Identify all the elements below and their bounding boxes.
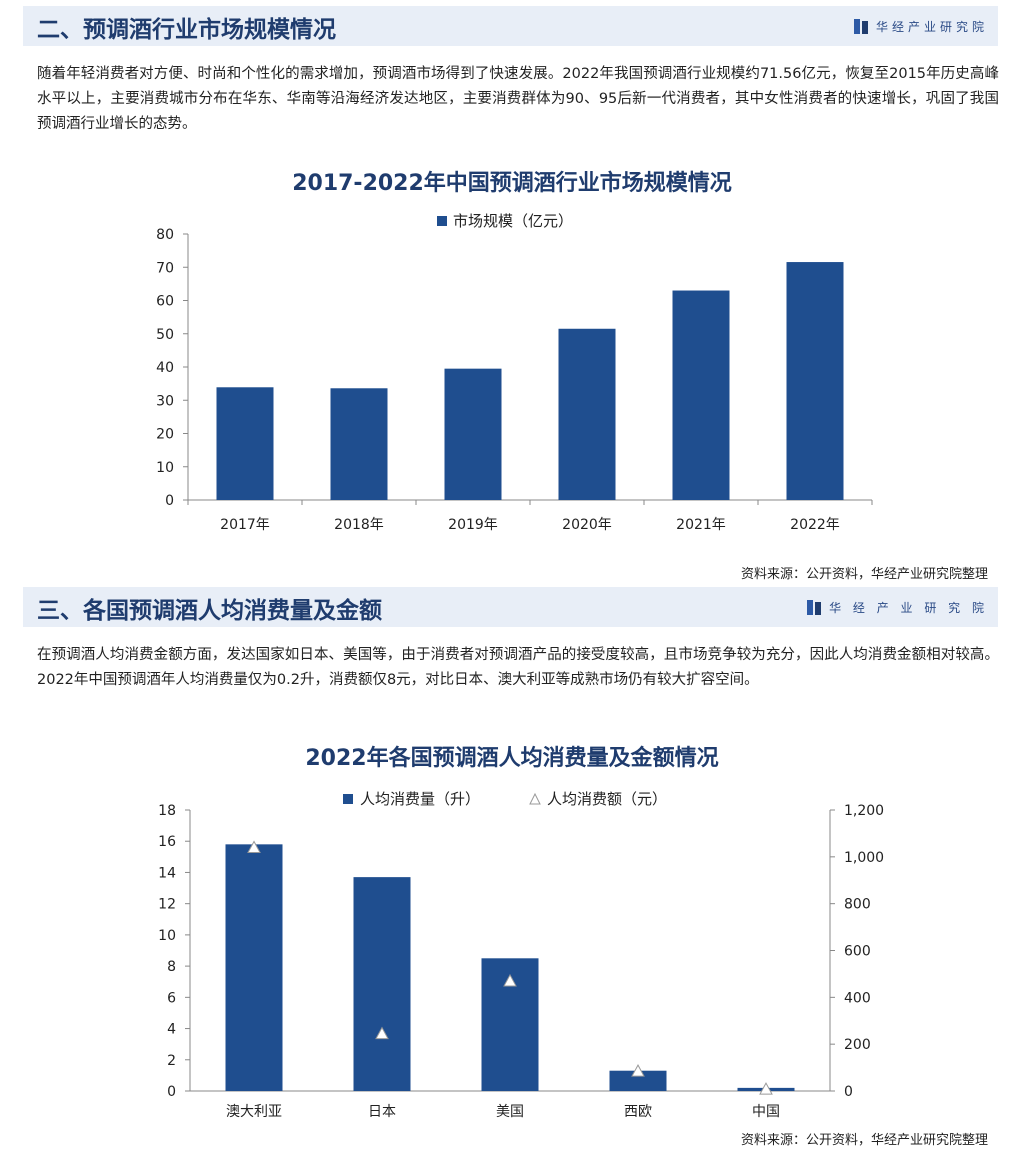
section-title: 二、预调酒行业市场规模情况 xyxy=(37,17,336,43)
section-title: 三、各国预调酒人均消费量及金额 xyxy=(37,598,382,624)
section-paragraph: 随着年轻消费者对方便、时尚和个性化的需求增加，预调酒市场得到了快速发展。2022… xyxy=(37,66,999,132)
y-tick-label-left: 6 xyxy=(167,990,176,1006)
x-tick-label: 中国 xyxy=(752,1104,780,1120)
y-tick-label: 30 xyxy=(156,393,174,409)
x-tick-label: 2018年 xyxy=(334,517,384,533)
x-tick-label: 日本 xyxy=(368,1104,396,1120)
x-tick-label: 西欧 xyxy=(624,1104,652,1120)
x-tick-label: 澳大利亚 xyxy=(226,1104,282,1120)
y-tick-label: 60 xyxy=(156,294,174,310)
legend-swatch-bar xyxy=(343,794,353,804)
x-tick-label: 2019年 xyxy=(448,517,498,533)
x-tick-label: 2020年 xyxy=(562,517,612,533)
marker-point xyxy=(759,1082,773,1095)
x-tick-label: 2021年 xyxy=(676,517,726,533)
y-tick-label: 80 xyxy=(156,227,174,243)
source-note: 资料来源：公开资料，华经产业研究院整理 xyxy=(740,567,988,582)
x-tick-label: 2017年 xyxy=(220,517,270,533)
y-tick-label: 10 xyxy=(156,460,174,476)
bar xyxy=(558,328,616,500)
brand-text: 华经产业研究院 xyxy=(875,20,988,34)
y-tick-label-left: 4 xyxy=(167,1022,176,1038)
y-tick-label: 70 xyxy=(156,260,174,276)
bar xyxy=(786,262,844,500)
y-tick-label-left: 16 xyxy=(158,834,176,850)
section-paragraph: 在预调酒人均消费金额方面，发达国家如日本、美国等，由于消费者对预调酒产品的接受度… xyxy=(37,647,999,688)
marker-point xyxy=(631,1064,645,1077)
legend-marker-triangle xyxy=(529,792,541,805)
x-tick-label: 2022年 xyxy=(790,517,840,533)
bar xyxy=(225,844,283,1091)
y-tick-label-left: 8 xyxy=(167,959,176,975)
marker-point xyxy=(375,1026,389,1040)
y-tick-label-right: 600 xyxy=(844,944,871,960)
bar xyxy=(609,1070,667,1091)
brand-logo-icon xyxy=(807,600,822,615)
chart-title: 2022年各国预调酒人均消费量及金额情况 xyxy=(305,745,718,771)
y-tick-label-left: 18 xyxy=(158,803,176,819)
legend-label: 市场规模（亿元） xyxy=(453,212,573,230)
section-header-market-size: 二、预调酒行业市场规模情况 华经产业研究院 xyxy=(23,6,998,46)
y-tick-label-left: 12 xyxy=(158,897,176,913)
y-tick-label-right: 0 xyxy=(844,1084,853,1100)
section-header-per-capita: 三、各国预调酒人均消费量及金额 华 经 产 业 研 究 院 xyxy=(23,587,998,627)
y-tick-label-right: 800 xyxy=(844,897,871,913)
brand-label: 华 经 产 业 研 究 院 xyxy=(807,599,988,616)
y-tick-label-right: 1,200 xyxy=(844,803,884,819)
y-tick-label-right: 200 xyxy=(844,1037,871,1053)
bar xyxy=(353,877,411,1091)
y-tick-label-left: 0 xyxy=(167,1084,176,1100)
y-tick-label: 20 xyxy=(156,427,174,443)
chart-title: 2017-2022年中国预调酒行业市场规模情况 xyxy=(292,170,732,196)
source-note: 资料来源：公开资料，华经产业研究院整理 xyxy=(740,1133,988,1148)
bar xyxy=(444,368,502,500)
bar xyxy=(672,290,730,500)
bar xyxy=(330,388,388,500)
y-tick-label-left: 10 xyxy=(158,928,176,944)
brand-text: 华 经 产 业 研 究 院 xyxy=(829,601,988,615)
legend-swatch xyxy=(437,216,447,226)
y-tick-label-right: 1,000 xyxy=(844,850,884,866)
brand-label: 华经产业研究院 xyxy=(853,18,988,35)
x-tick-label: 美国 xyxy=(496,1104,524,1120)
legend-label-bar: 人均消费量（升） xyxy=(360,790,480,808)
y-tick-label-left: 14 xyxy=(158,865,176,881)
y-tick-label: 40 xyxy=(156,360,174,376)
bar xyxy=(216,387,274,500)
marker-point xyxy=(503,973,517,987)
y-tick-label: 50 xyxy=(156,327,174,343)
marker-point xyxy=(247,840,261,853)
y-tick-label: 0 xyxy=(165,493,174,509)
y-tick-label-right: 400 xyxy=(844,990,871,1006)
brand-logo-icon xyxy=(853,19,868,34)
y-tick-label-left: 2 xyxy=(167,1053,176,1069)
legend-label-marker: 人均消费额（元） xyxy=(547,790,667,808)
